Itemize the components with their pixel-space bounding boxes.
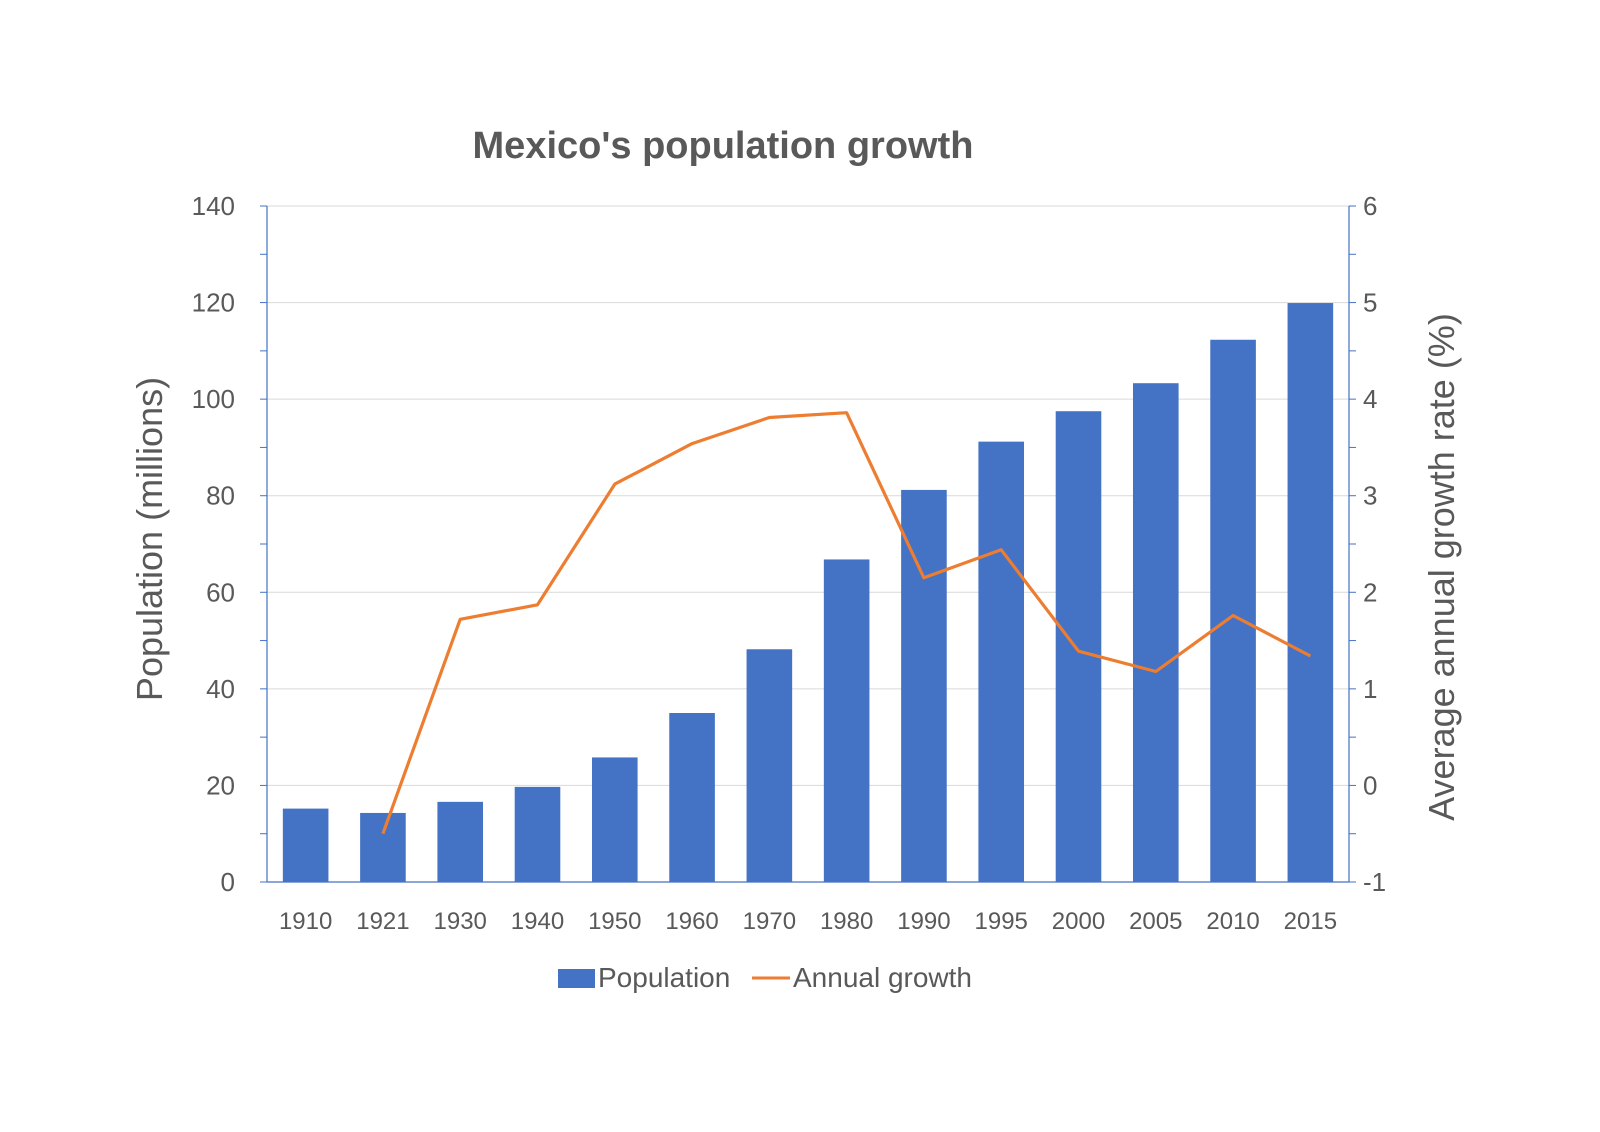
y2-axis-title: Average annual growth rate (%) — [1421, 313, 1462, 821]
bar-1950 — [591, 757, 638, 882]
y-tick-label: 120 — [192, 288, 235, 318]
y-axis-ticks: 0 20 40 60 80 100 120 140 — [192, 191, 235, 897]
bar-1980 — [823, 559, 870, 882]
y-tick-label: 20 — [206, 770, 235, 800]
bar-1940 — [514, 786, 561, 882]
y2-tick-label: 3 — [1363, 481, 1377, 511]
bars — [282, 303, 1334, 882]
bar-1910 — [282, 808, 329, 882]
x-axis-ticks: 1910 1921 1930 1940 1950 1960 1970 1980 1990 1995… — [279, 908, 1337, 935]
bar-2005 — [1132, 383, 1179, 882]
bar-2015 — [1287, 303, 1334, 882]
y-tick-label: 100 — [192, 384, 235, 414]
y-tick-label: 60 — [206, 577, 235, 607]
y-tick-label: 80 — [206, 481, 235, 511]
legend-label-population: Population — [598, 962, 730, 993]
y-tick-label: 140 — [192, 191, 235, 221]
bar-1960 — [669, 713, 715, 882]
y2-tick-label: 1 — [1363, 674, 1377, 704]
y2-axis-ticks: -1 0 1 2 3 4 5 6 — [1363, 191, 1386, 897]
x-tick-label: 2005 — [1129, 908, 1182, 935]
y-tick-label: 40 — [206, 674, 235, 704]
growth-line — [381, 411, 1312, 835]
y-axis-title: Population (millions) — [129, 377, 170, 701]
bar-1995 — [978, 441, 1025, 882]
x-tick-label: 1960 — [665, 908, 718, 935]
bar-1990 — [901, 489, 947, 882]
bar-1921 — [360, 812, 406, 882]
x-tick-label: 1950 — [588, 908, 641, 935]
bar-2000 — [1055, 411, 1102, 882]
legend-label-annual-growth: Annual growth — [793, 962, 972, 993]
y2-tick-label: -1 — [1363, 867, 1386, 897]
x-tick-label: 1970 — [743, 908, 796, 935]
x-tick-label: 1921 — [356, 908, 409, 935]
bar-1970 — [746, 649, 793, 882]
x-tick-label: 1990 — [897, 908, 950, 935]
legend: Population Annual growth — [558, 962, 972, 993]
bar-1930 — [437, 801, 484, 882]
gridlines — [267, 205, 1349, 786]
y2-tick-label: 2 — [1363, 577, 1377, 607]
chart-title: Mexico's population growth — [473, 125, 974, 167]
y2-tick-label: 5 — [1363, 288, 1377, 318]
x-tick-label: 1910 — [279, 908, 332, 935]
x-tick-label: 2000 — [1052, 908, 1105, 935]
x-tick-label: 1995 — [975, 908, 1028, 935]
x-tick-label: 2015 — [1284, 908, 1337, 935]
legend-swatch-population — [558, 969, 595, 988]
y2-tick-label: 4 — [1363, 384, 1377, 414]
axes — [260, 205, 1356, 883]
x-tick-label: 1980 — [820, 908, 873, 935]
x-tick-label: 1940 — [511, 908, 564, 935]
y2-tick-label: 6 — [1363, 191, 1377, 221]
y-tick-label: 0 — [221, 867, 235, 897]
y2-tick-label: 0 — [1363, 770, 1377, 800]
bar-2010 — [1210, 339, 1256, 882]
x-tick-label: 1930 — [434, 908, 487, 935]
x-tick-label: 2010 — [1206, 908, 1259, 935]
